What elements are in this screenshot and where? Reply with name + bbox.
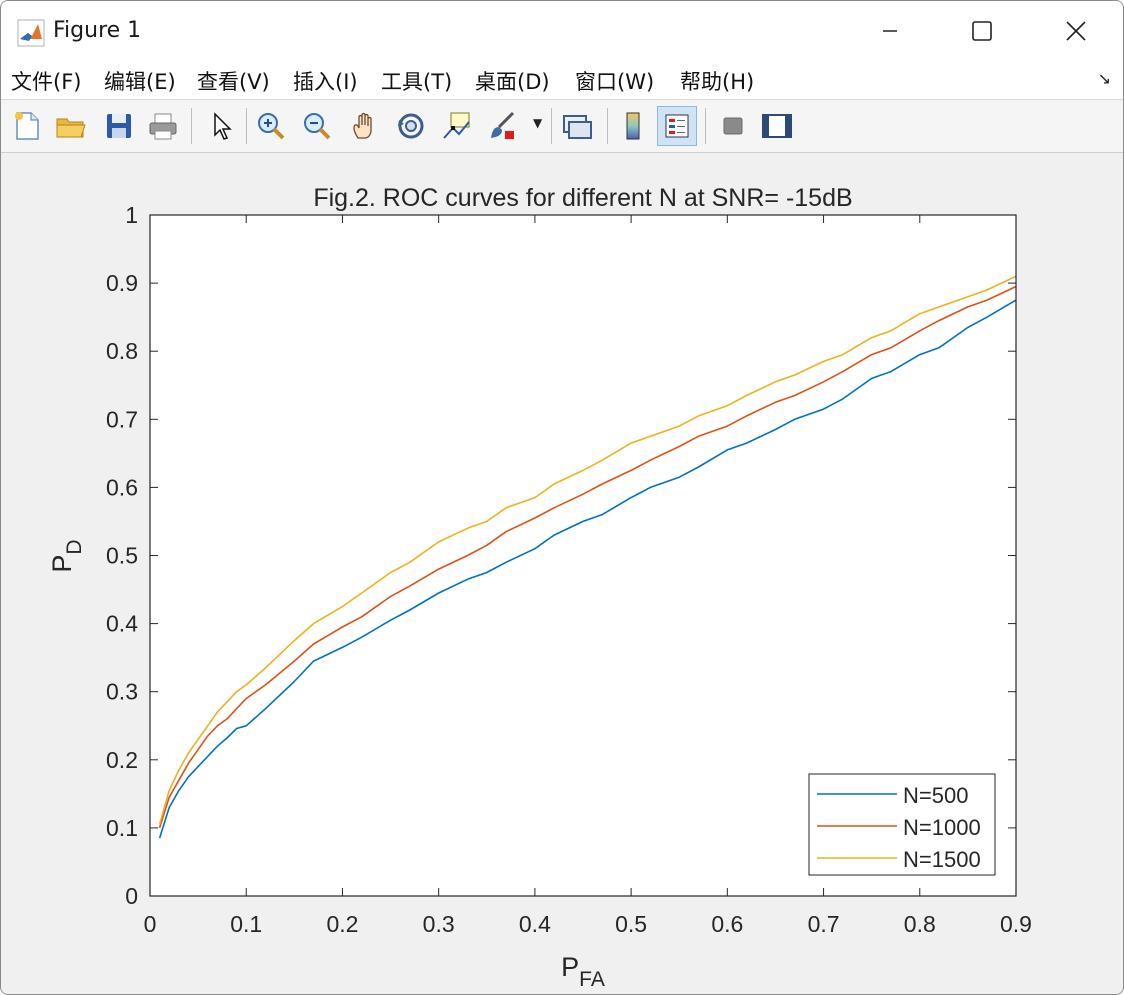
pan-button[interactable] [345,106,385,146]
brush-button[interactable] [483,106,523,146]
y-tick-label: 0 [125,883,138,909]
y-axis-label: PD [47,539,86,572]
title-bar: Figure 1 [1,1,1123,61]
save-button[interactable] [99,106,139,146]
x-tick-label: 0.4 [519,911,551,937]
menu-edit[interactable]: 编辑(E) [104,70,176,94]
x-axis: 0 0.1 0.2 0.3 0.4 0.5 0.6 0.7 0.8 0.9 [144,215,1032,937]
series-line-n500[interactable] [158,299,1017,839]
y-tick-label: 0.1 [106,815,138,841]
brush-dropdown-icon[interactable]: ▼ [533,116,543,130]
legend[interactable]: N=500 N=1000 N=1500 [808,773,996,876]
legend-icon [665,114,689,138]
x-tick-label: 0.7 [808,911,840,937]
close-button[interactable] [1053,11,1099,51]
toolbar-separator [551,108,552,144]
save-icon [107,114,131,138]
zoom-in-button[interactable] [251,106,291,146]
link-plot-icon [563,115,592,139]
hide-tools-icon [723,117,743,135]
rotate-3d-button[interactable] [391,106,431,146]
menu-tools[interactable]: 工具(T) [381,70,453,94]
x-axis-label-main: P [561,952,579,982]
data-cursor-icon [443,112,470,139]
menu-insert[interactable]: 插入(I) [293,70,358,94]
toolbar-separator [191,108,192,144]
print-button[interactable] [143,106,183,146]
toolbar: ▼ [1,100,1123,153]
x-tick-label: 0.9 [1000,911,1032,937]
legend-label-n500: N=500 [903,783,968,808]
roc-chart[interactable]: Fig.2. ROC curves for different N at SNR… [1,153,1123,994]
pan-hand-icon [353,112,372,139]
toolbar-separator [607,108,608,144]
x-tick-label: 0.1 [230,911,262,937]
show-tools-button[interactable] [757,106,797,146]
pointer-icon [214,112,232,140]
brush-icon [491,111,515,139]
rotate-3d-icon [398,113,424,139]
expand-arrow-icon[interactable]: ↘ [1097,69,1111,88]
menu-file[interactable]: 文件(F) [11,70,82,94]
menu-view[interactable]: 查看(V) [197,70,270,94]
zoom-out-icon [304,113,331,140]
maximize-icon [972,21,992,41]
toolbar-separator [246,108,247,144]
zoom-out-button[interactable] [297,106,337,146]
window-title: Figure 1 [53,18,142,43]
x-axis-label-sub: FA [579,968,605,991]
colorbar-button[interactable] [613,106,653,146]
y-axis-label-sub: D [63,539,86,554]
y-tick-label: 0.3 [106,679,138,705]
y-tick-label: 0.4 [106,611,138,637]
x-tick-label: 0 [144,911,157,937]
y-tick-label: 0.2 [106,747,138,773]
chart-title: Fig.2. ROC curves for different N at SNR… [313,184,852,212]
pointer-button[interactable] [201,106,241,146]
y-axis-label-main: P [47,555,77,573]
x-tick-label: 0.2 [326,911,358,937]
y-tick-label: 0.6 [106,474,138,500]
new-file-button[interactable] [7,106,47,146]
y-axis: 0 0.1 0.2 0.3 0.4 0.5 0.6 0.7 0.8 0.9 1 [106,202,1016,909]
x-tick-label: 0.8 [904,911,936,937]
x-axis-label: PFA [561,952,605,991]
open-folder-icon [56,118,86,138]
toolbar-separator [705,108,706,144]
zoom-in-icon [258,113,285,140]
hide-tools-button[interactable] [713,106,753,146]
figure-canvas: Fig.2. ROC curves for different N at SNR… [1,153,1123,994]
close-icon [1066,21,1086,41]
y-tick-label: 1 [125,202,138,228]
new-file-icon [15,112,39,140]
y-tick-label: 0.9 [106,270,138,296]
x-tick-label: 0.5 [615,911,647,937]
legend-label-n1500: N=1500 [903,847,981,872]
series-layer [158,275,1017,839]
link-plot-button[interactable] [557,106,597,146]
minimize-icon [883,30,897,32]
minimize-button[interactable] [867,11,913,51]
menu-help[interactable]: 帮助(H) [680,70,755,94]
y-tick-label: 0.7 [106,406,138,432]
legend-button[interactable] [657,106,697,146]
y-tick-label: 0.8 [106,338,138,364]
data-cursor-button[interactable] [437,106,477,146]
colorbar-icon [626,112,640,140]
open-folder-button[interactable] [51,106,91,146]
print-icon [149,113,177,140]
series-line-n1500[interactable] [158,275,1017,825]
show-tools-icon [762,114,792,138]
x-tick-label: 0.3 [423,911,455,937]
legend-label-n1000: N=1000 [903,815,981,840]
matlab-logo-icon [17,19,45,47]
y-tick-label: 0.5 [106,543,138,569]
menu-desktop[interactable]: 桌面(D) [475,70,550,94]
x-tick-label: 0.6 [711,911,743,937]
series-line-n1000[interactable] [158,285,1017,829]
maximize-button[interactable] [959,11,1005,51]
menu-window[interactable]: 窗口(W) [575,70,655,94]
menu-bar: 文件(F) 编辑(E) 查看(V) 插入(I) 工具(T) 桌面(D) 窗口(W… [1,61,1123,100]
